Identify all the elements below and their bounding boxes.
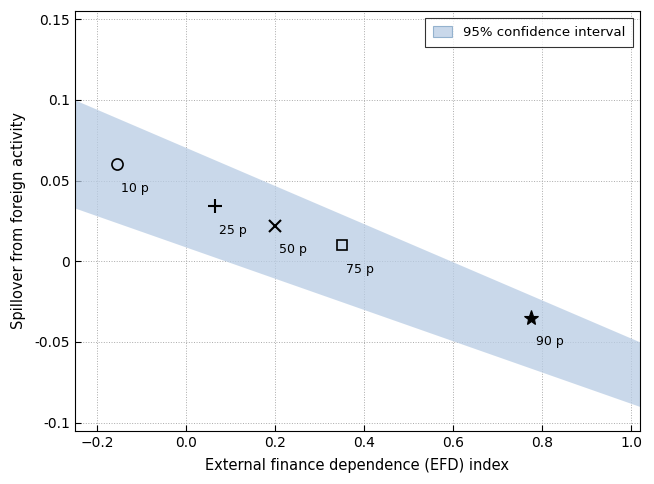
Y-axis label: Spillover from foreign activity: Spillover from foreign activity — [11, 112, 26, 330]
Text: 10 p: 10 p — [120, 182, 148, 195]
X-axis label: External finance dependence (EFD) index: External finance dependence (EFD) index — [205, 458, 509, 473]
Text: 25 p: 25 p — [219, 224, 247, 237]
Text: 90 p: 90 p — [536, 335, 564, 348]
Legend: 95% confidence interval: 95% confidence interval — [424, 18, 633, 47]
Text: 50 p: 50 p — [279, 243, 307, 257]
Text: 75 p: 75 p — [346, 263, 374, 276]
